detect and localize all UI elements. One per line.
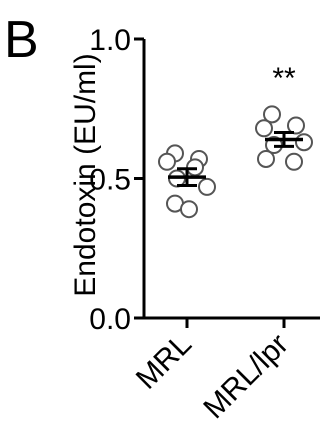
data-point (255, 119, 273, 138)
data-point (180, 200, 198, 219)
x-tick-label: MRL (130, 328, 198, 396)
y-axis-label: Endotoxin (EU/ml) (69, 53, 102, 296)
x-tick-label: MRL/lpr (197, 328, 295, 426)
data-point (263, 105, 281, 124)
data-point (198, 177, 216, 196)
data-point (257, 149, 275, 168)
data-point (158, 152, 176, 171)
y-tick-label: 1.0 (89, 24, 131, 57)
data-marks: ** (158, 62, 313, 219)
panel-label: B (4, 11, 39, 69)
x-ticks: MRL MRL/lpr (130, 318, 295, 425)
y-tick-label: 0.0 (89, 303, 131, 336)
y-ticks: 0.0 0.5 1.0 (89, 24, 144, 336)
data-point (295, 133, 313, 152)
significance-marker: ** (272, 62, 296, 95)
data-point (287, 116, 305, 135)
y-tick-label: 0.5 (89, 164, 131, 197)
data-point (285, 152, 303, 171)
